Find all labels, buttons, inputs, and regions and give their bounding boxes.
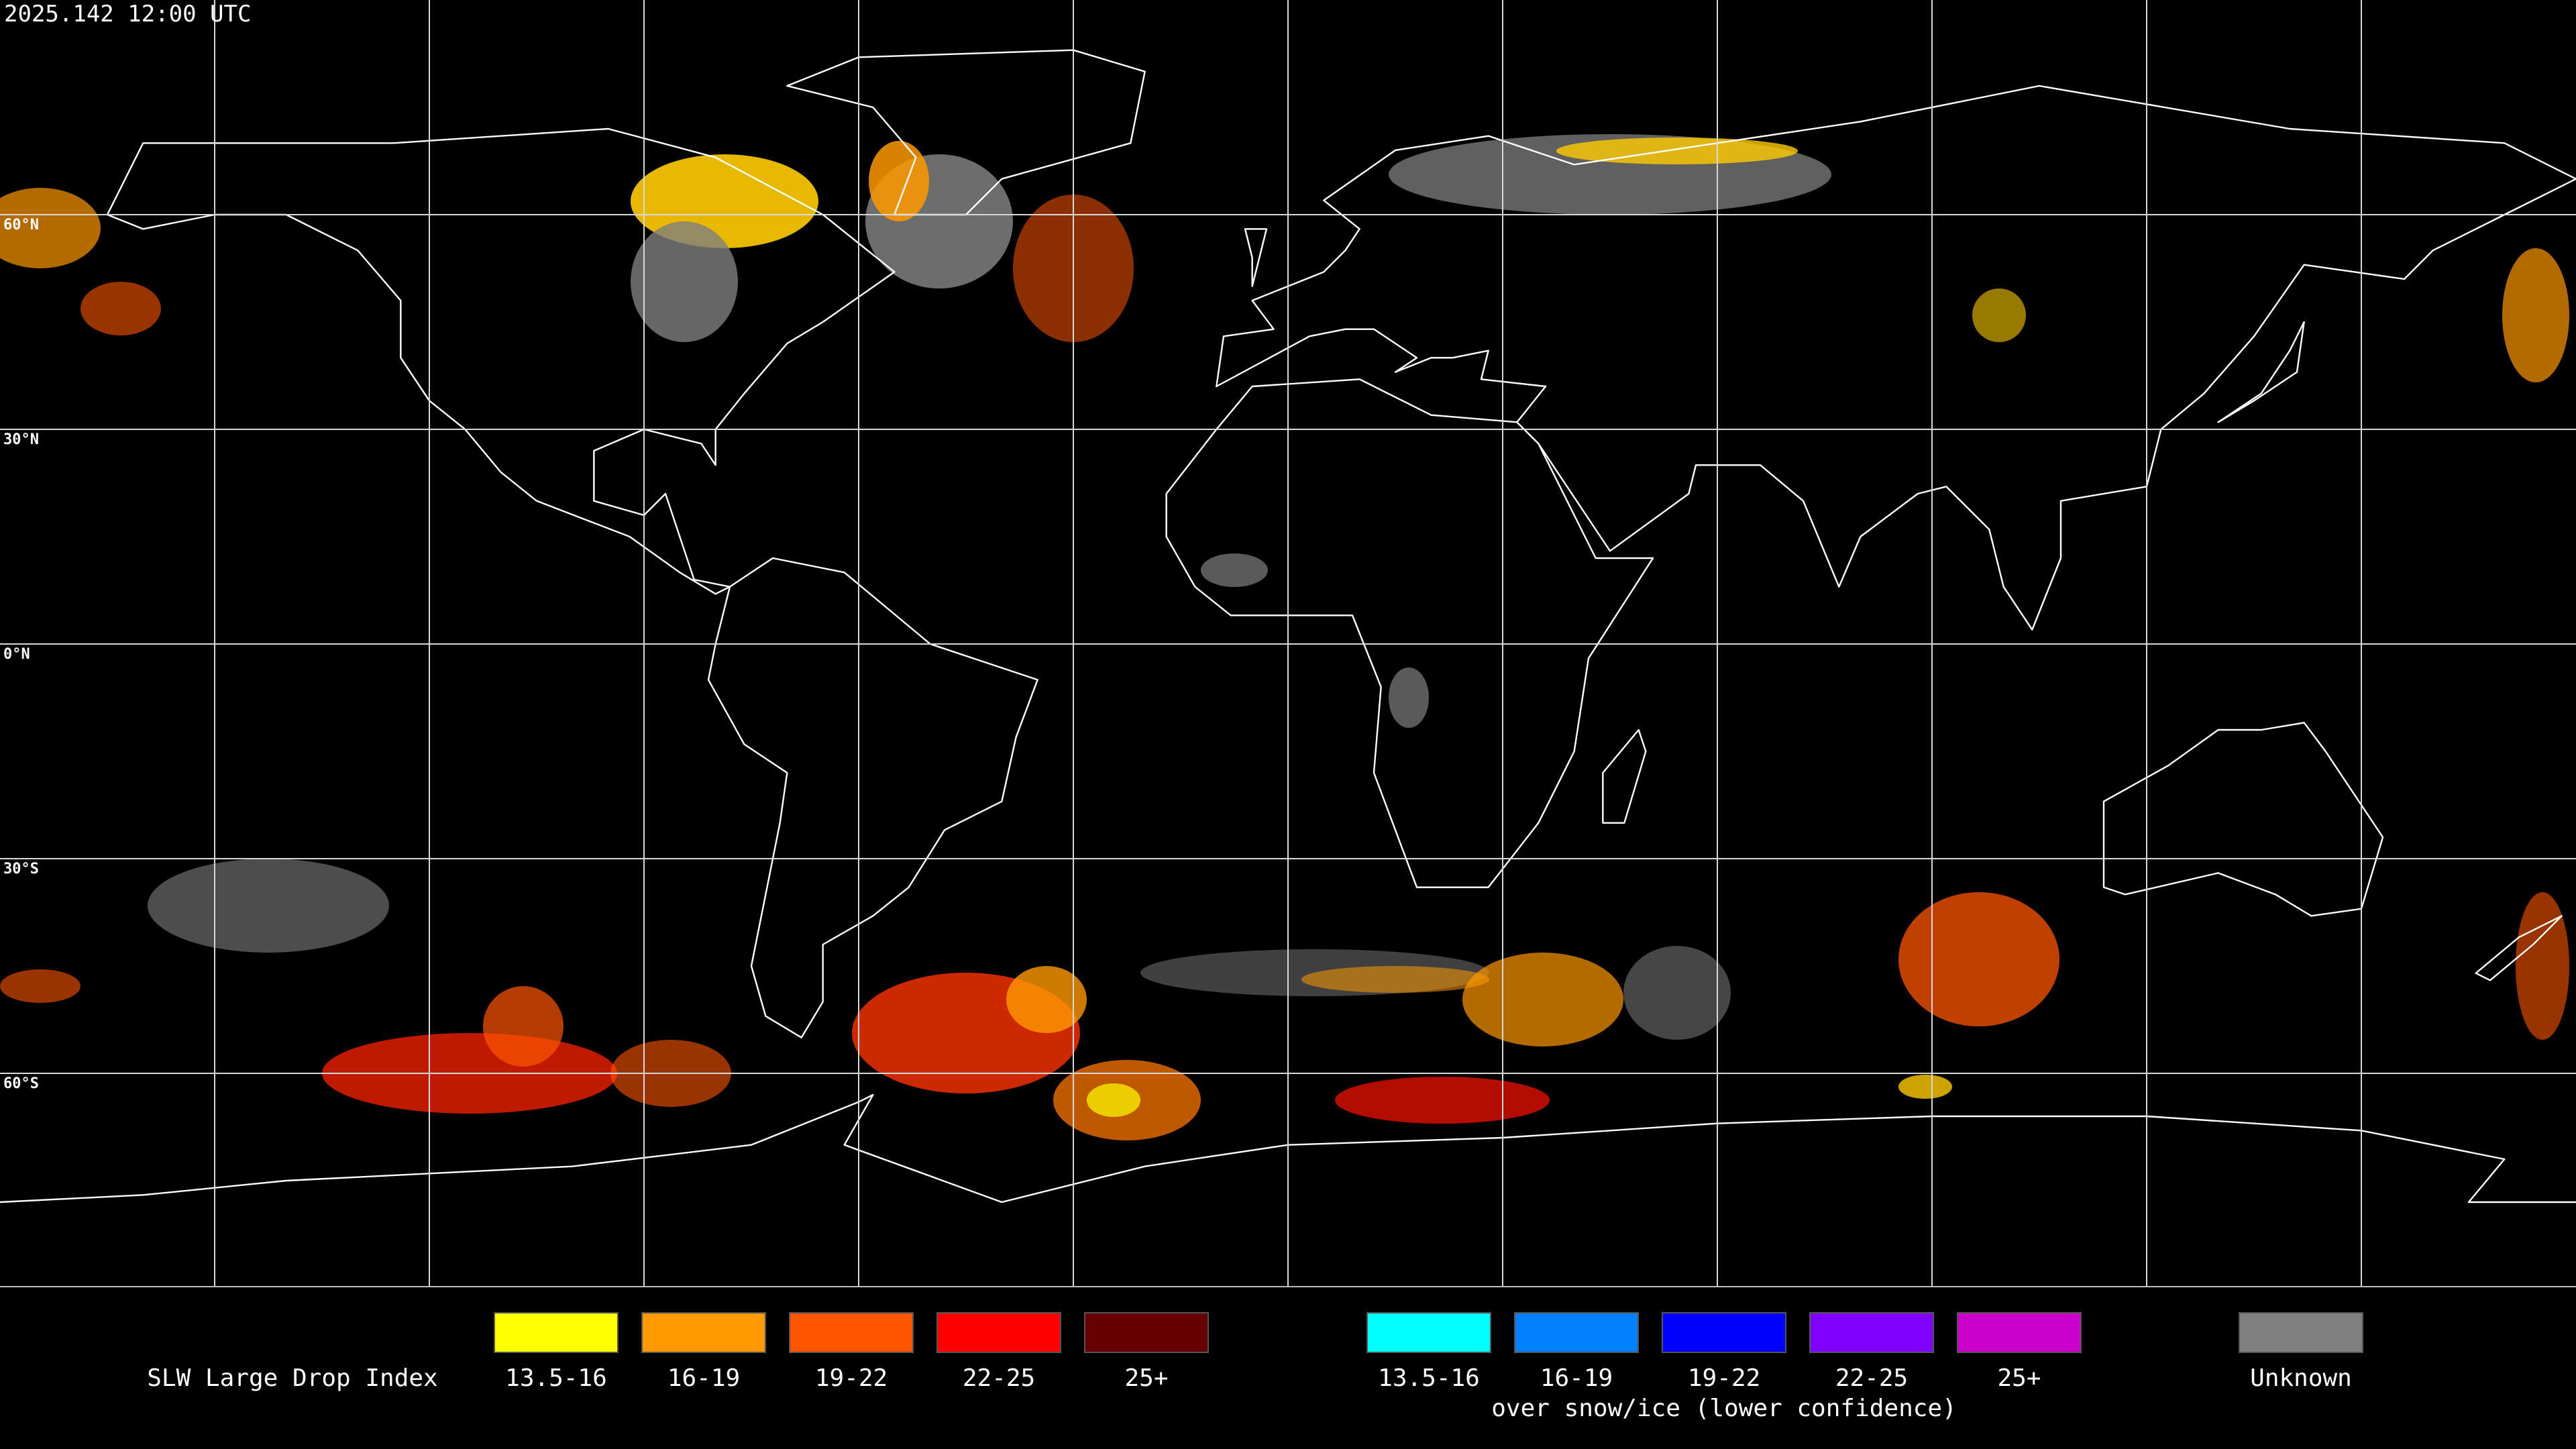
cloud-patch [483,986,564,1067]
legend-swatch [789,1312,914,1353]
cloud-patch [1006,966,1087,1033]
legend-swatch [494,1312,619,1353]
cloud-patch [1335,1077,1550,1124]
graticule [0,0,2576,1287]
cloud-patch [1898,892,2059,1026]
legend-label: 25+ [1124,1364,1168,1392]
cloud-patch [631,221,738,342]
cloud-patch [148,859,389,953]
legend-swatch [1366,1312,1491,1353]
latitude-label: 60°S [3,1075,39,1092]
cloud-patch [869,141,929,221]
legend-swatch [2239,1312,2363,1353]
latitude-label: 0°N [3,646,30,663]
cloud-patch [1972,288,2026,342]
cloud-patch [1301,966,1489,993]
legend-label: 16-19 [667,1364,740,1392]
cloud-patch [0,969,80,1003]
legend-label: 16-19 [1540,1364,1613,1392]
legend-swatch [1084,1312,1209,1353]
cloud-patch [2502,248,2569,382]
latitude-label: 30°S [3,861,39,877]
legend-swatch [1514,1312,1639,1353]
latitude-labels: 60°N 30°N 0°N 30°S 60°S [3,217,39,1092]
cloud-patch [1623,946,1731,1040]
legend-title: SLW Large Drop Index [147,1364,437,1392]
legend-label: Unknown [2250,1364,2352,1392]
legend-label: 22-25 [1835,1364,1908,1392]
latitude-label: 60°N [3,217,39,233]
legend: 13.5-16 16-19 19-22 22-25 25+ 13.5-16 16-19 19-… [494,1312,2363,1422]
cloud-patch [1462,953,1623,1046]
legend-swatch [936,1312,1061,1353]
legend-label: 13.5-16 [505,1364,607,1392]
cloud-patch [1201,553,1268,587]
legend-caption: over snow/ice (lower confidence) [1491,1395,1957,1422]
legend-swatch [1662,1312,1786,1353]
legend-label: 22-25 [963,1364,1035,1392]
timestamp: 2025.142 12:00 UTC [4,1,251,28]
legend-label: 19-22 [1688,1364,1760,1392]
cloud-patch [80,282,161,335]
legend-label: 13.5-16 [1378,1364,1480,1392]
cloud-patch [1556,138,1798,164]
legend-swatch [1957,1312,2082,1353]
legend-swatch [641,1312,766,1353]
cloud-patch [1389,667,1429,728]
cloud-patch [1087,1083,1140,1117]
cloud-patch [2516,892,2569,1040]
cloud-patch [0,188,101,268]
cloud-field [0,134,2569,1140]
cloud-patch [1898,1075,1952,1099]
latitude-label: 30°N [3,431,39,448]
legend-panel [0,1287,2576,1449]
legend-swatch [1809,1312,1934,1353]
legend-label: 19-22 [815,1364,888,1392]
legend-label: 25+ [1997,1364,2041,1392]
